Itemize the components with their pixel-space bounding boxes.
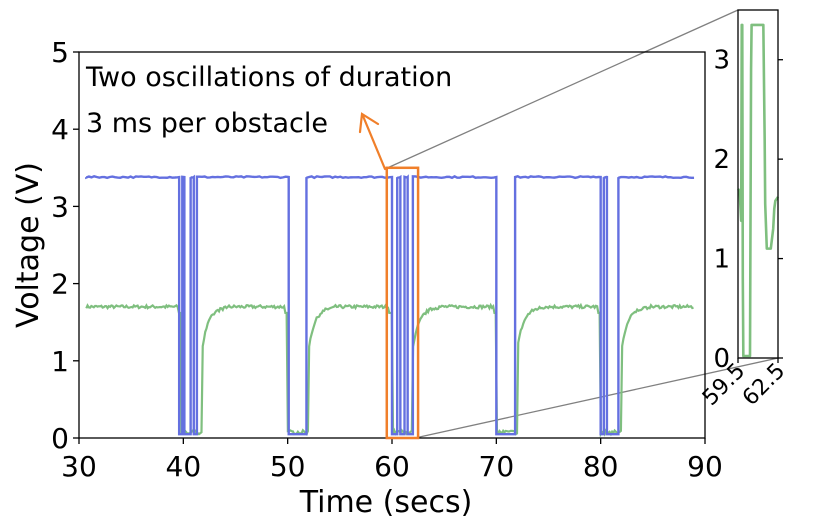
y-tick-label: 1	[51, 345, 69, 378]
y-tick-label: 5	[51, 36, 69, 69]
y-tick-label: 4	[51, 113, 69, 146]
main-series-layer	[85, 174, 695, 438]
x-tick-label: 30	[61, 450, 97, 483]
x-tick-label: 50	[270, 450, 306, 483]
y-tick-label: 3	[51, 190, 69, 223]
x-tick-label: 80	[583, 450, 619, 483]
x-tick-label: 70	[479, 450, 515, 483]
y-tick-label: 2	[51, 268, 69, 301]
x-tick-label: 40	[166, 450, 202, 483]
annotation-line-2: 3 ms per obstacle	[86, 108, 328, 139]
x-tick-label: 60	[374, 450, 410, 483]
zoom-connector-top	[384, 9, 739, 170]
inset-series-layer	[736, 23, 780, 358]
inset-plot-frame	[737, 9, 779, 359]
inset-y-tick-label: 1	[713, 245, 730, 275]
zoom-connector-bottom	[414, 357, 779, 439]
main-y-ticks: 0 1 2 3 4 5	[51, 36, 79, 455]
inset-series-green-line	[736, 23, 780, 358]
main-chart: 30 40 50 60 70 80 90 0 1 2 3 4 5 Two oscillations o…	[11, 36, 723, 520]
x-tick-label: 90	[687, 450, 723, 483]
inset-y-tick-label: 3	[713, 46, 730, 76]
annotation-arrow	[358, 112, 387, 171]
main-x-ticks: 30 40 50 60 70 80 90	[61, 438, 723, 483]
series-green-line	[85, 302, 694, 438]
inset-y-ticks: 0 1 2 3	[713, 46, 783, 374]
y-tick-label: 0	[51, 422, 69, 455]
inset-y-tick-label: 0	[713, 344, 730, 374]
zoom-highlight-box	[385, 166, 420, 440]
annotation-line-1: Two oscillations of duration	[85, 62, 452, 93]
inset-x-tick-label: 62.5	[738, 359, 790, 411]
x-axis-label: Time (secs)	[299, 485, 473, 520]
inset-y-tick-label: 2	[713, 145, 730, 175]
series-blue-line	[85, 174, 695, 436]
y-axis-label: Voltage (V)	[11, 162, 46, 328]
